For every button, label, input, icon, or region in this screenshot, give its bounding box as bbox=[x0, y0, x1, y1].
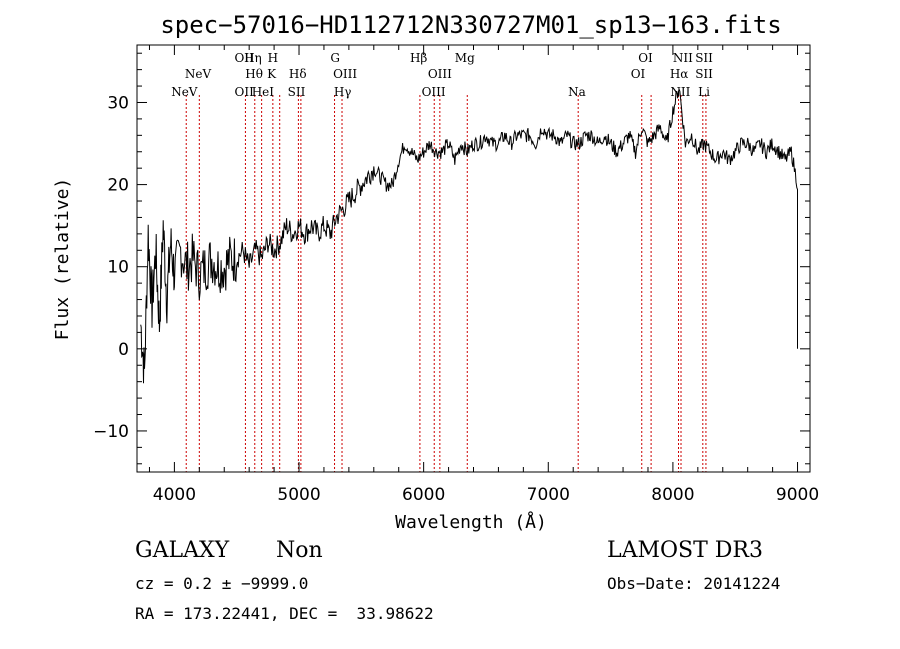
x-tick-label: 7000 bbox=[527, 485, 570, 505]
spectral-line-label: NII bbox=[673, 51, 693, 65]
spectral-line-label: OII bbox=[235, 51, 255, 65]
spectral-line-label: NeV bbox=[185, 67, 212, 81]
spectral-line-label: HeI bbox=[252, 85, 275, 99]
spectral-line-label: OII bbox=[235, 85, 255, 99]
spectral-line-label: OI bbox=[638, 51, 653, 65]
chart-title: spec−57016−HD112712N330727M01_sp13−163.f… bbox=[160, 11, 781, 39]
x-tick-label: 9000 bbox=[776, 485, 819, 505]
spectral-line-label: OIII bbox=[333, 67, 357, 81]
spectrum-line bbox=[140, 87, 798, 384]
spectral-line-label: Hγ bbox=[334, 85, 352, 99]
spectral-line-label: Mg bbox=[455, 51, 475, 65]
spectral-line-label: SII bbox=[288, 85, 306, 99]
x-tick-label: 8000 bbox=[651, 485, 694, 505]
spectral-line-label: Hδ bbox=[289, 67, 307, 81]
spectrum-chart: spec−57016−HD112712N330727M01_sp13−163.f… bbox=[52, 11, 819, 533]
y-tick-label: 0 bbox=[118, 340, 129, 360]
x-axis-label: Wavelength (Å) bbox=[395, 511, 547, 533]
coordinates: RA = 173.22441, DEC = 33.98622 bbox=[135, 604, 434, 623]
x-axis-ticks: 4000 5000 6000 7000 8000 9000 bbox=[148, 45, 819, 505]
spectral-line-label: SII bbox=[695, 51, 713, 65]
spectral-line-label: H bbox=[268, 51, 278, 65]
y-tick-label: 20 bbox=[107, 176, 129, 196]
spectral-line-label: OI bbox=[631, 67, 646, 81]
y-tick-label: 30 bbox=[107, 93, 129, 113]
spectral-marker-lines bbox=[185, 95, 707, 472]
x-tick-label: 5000 bbox=[277, 485, 320, 505]
y-tick-label: −10 bbox=[93, 422, 129, 442]
object-class: GALAXY bbox=[135, 538, 230, 563]
observation-date: Obs−Date: 20141224 bbox=[607, 574, 781, 593]
survey-name: LAMOST DR3 bbox=[607, 538, 763, 563]
y-axis-ticks: −10 0 10 20 30 bbox=[93, 52, 810, 465]
x-tick-label: 6000 bbox=[402, 485, 445, 505]
spectral-line-label: K bbox=[267, 67, 277, 81]
spectral-line-label: Li bbox=[698, 85, 710, 99]
spectral-line-label: Na bbox=[568, 85, 586, 99]
spectral-line-label: NeV bbox=[171, 85, 198, 99]
plot-frame bbox=[136, 44, 811, 473]
spectral-line-label: Hη bbox=[244, 51, 262, 65]
spectral-line-label: OIII bbox=[422, 85, 446, 99]
spectral-line-label: OIII bbox=[428, 67, 452, 81]
spectral-line-label: G bbox=[330, 51, 340, 65]
redshift-info: cz = 0.2 ± −9999.0 bbox=[135, 574, 309, 593]
y-tick-label: 10 bbox=[107, 258, 129, 278]
object-subclass: Non bbox=[276, 538, 323, 563]
spectral-line-label: Hα bbox=[670, 67, 689, 81]
y-axis-label: Flux (relative) bbox=[52, 178, 73, 341]
x-tick-label: 4000 bbox=[153, 485, 196, 505]
spectral-line-label: SII bbox=[695, 67, 713, 81]
spectral-line-label: Hθ bbox=[245, 67, 263, 81]
spectral-line-label: Hβ bbox=[410, 51, 427, 65]
